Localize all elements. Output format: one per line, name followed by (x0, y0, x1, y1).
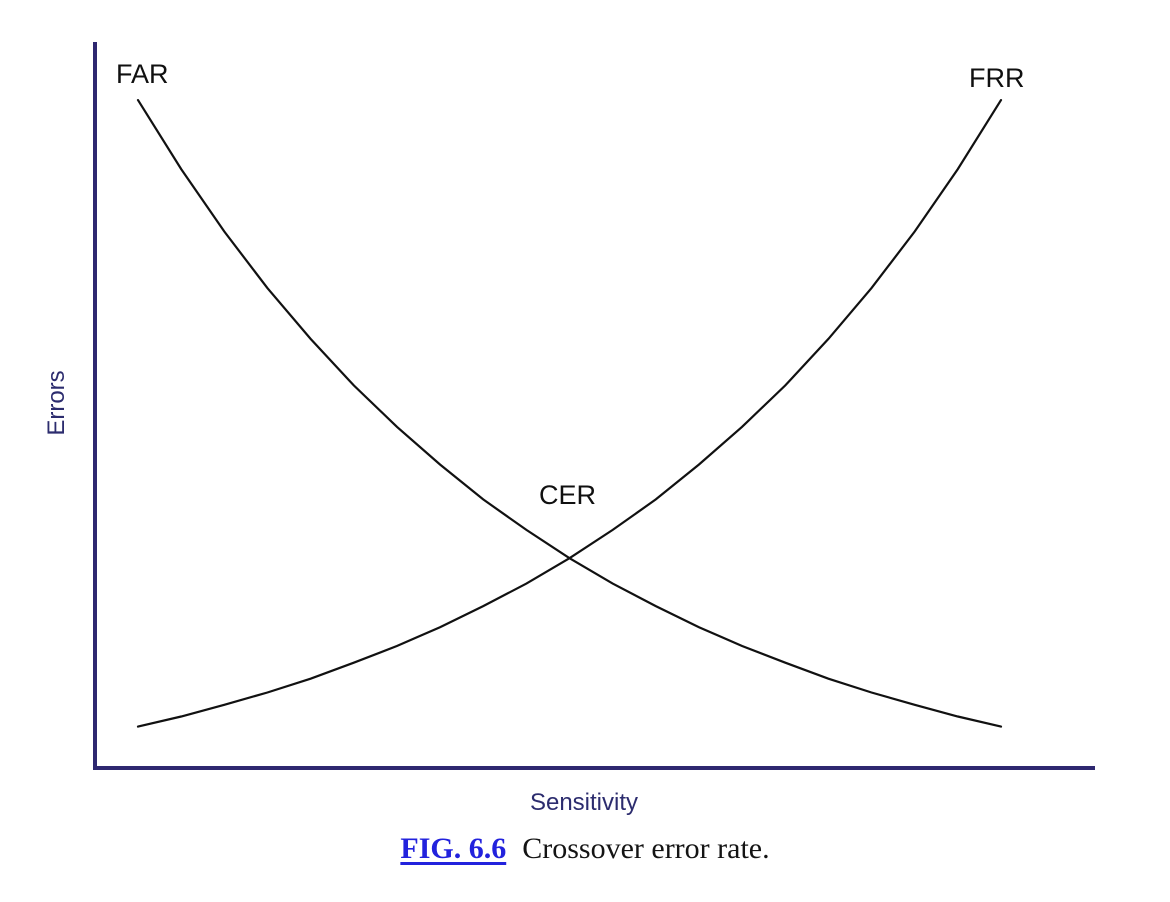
figure-caption-text: Crossover error rate. (522, 832, 770, 865)
figure-number-link[interactable]: FIG. 6.6 (400, 832, 507, 865)
far-curve-label: FAR (116, 59, 169, 89)
y-axis-label: Errors (42, 370, 70, 436)
x-axis-label: Sensitivity (529, 789, 639, 816)
cer-annotation-label: CER (539, 480, 597, 510)
frr-curve-label: FRR (969, 63, 1025, 93)
frr-curve (136, 99, 1003, 728)
far-curve (136, 99, 1003, 728)
figure-caption: FIG. 6.6 Crossover error rate. (0, 831, 1170, 867)
